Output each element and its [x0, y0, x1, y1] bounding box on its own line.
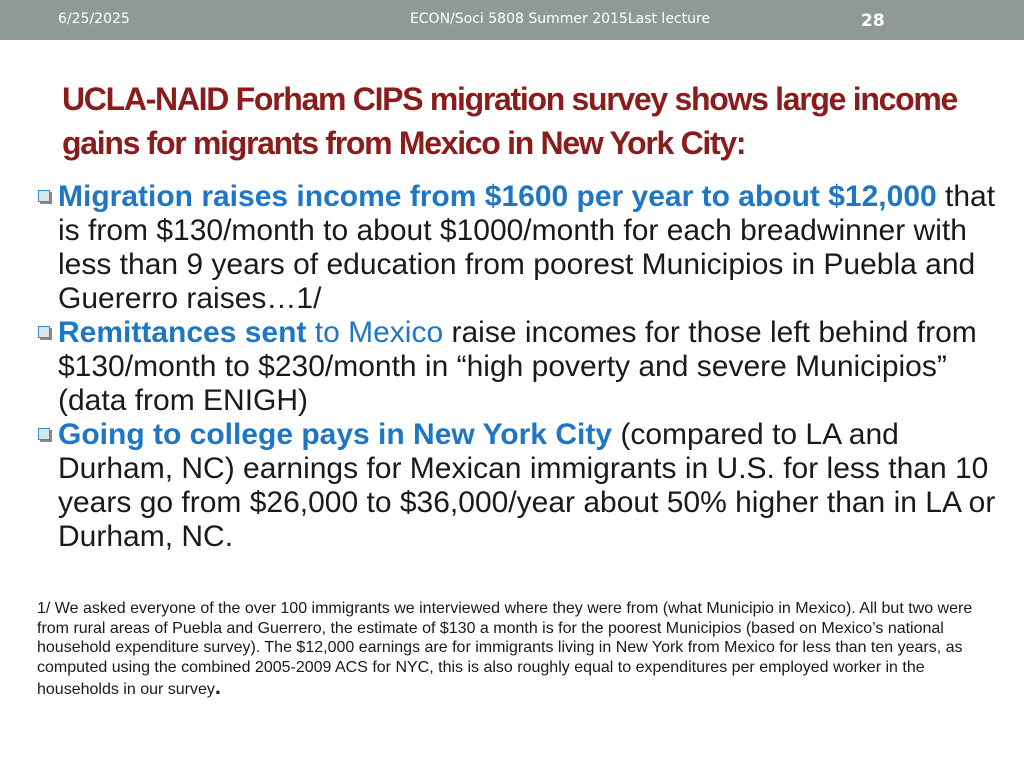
bullet-square-icon [38, 326, 50, 338]
bullet-remittances: Remittances sent to Mexico raise incomes… [38, 316, 998, 418]
slide-title: UCLA-NAID Forham CIPS migration survey s… [62, 81, 958, 161]
bullet-square-icon [38, 190, 50, 202]
slide-date: 6/25/2025 [58, 11, 130, 27]
bullet-college-pays: Going to college pays in New York City (… [38, 418, 998, 554]
bullet-square-icon [38, 428, 50, 440]
bullet-list: Migration raises income from $1600 per y… [38, 180, 998, 554]
bullet-highlight: Remittances sent [58, 316, 307, 349]
slide-footer-text: ECON/Soci 5808 Summer 2015Last lecture [409, 11, 711, 27]
bullet-text: that is from $130/month to about $1000/m… [58, 180, 996, 315]
footnote: 1/ We asked everyone of the over 100 imm… [37, 599, 992, 700]
bullet-highlight-secondary: to Mexico [306, 316, 444, 349]
bullet-text: raise incomes for those left behind from… [58, 316, 977, 417]
bullet-highlight: Going to college pays in New York City [58, 418, 613, 451]
bullet-text: (compared to LA and Durham, NC) earnings… [58, 418, 996, 553]
slide-page-number: 28 [861, 11, 885, 31]
bullet-highlight: Migration raises income from $1600 per y… [58, 180, 937, 213]
footnote-text: 1/ We asked everyone of the over 100 imm… [37, 600, 973, 698]
header-bar: 6/25/2025 ECON/Soci 5808 Summer 2015Last… [0, 0, 1024, 40]
footnote-period: . [214, 674, 222, 699]
bullet-migration-income: Migration raises income from $1600 per y… [38, 180, 998, 316]
